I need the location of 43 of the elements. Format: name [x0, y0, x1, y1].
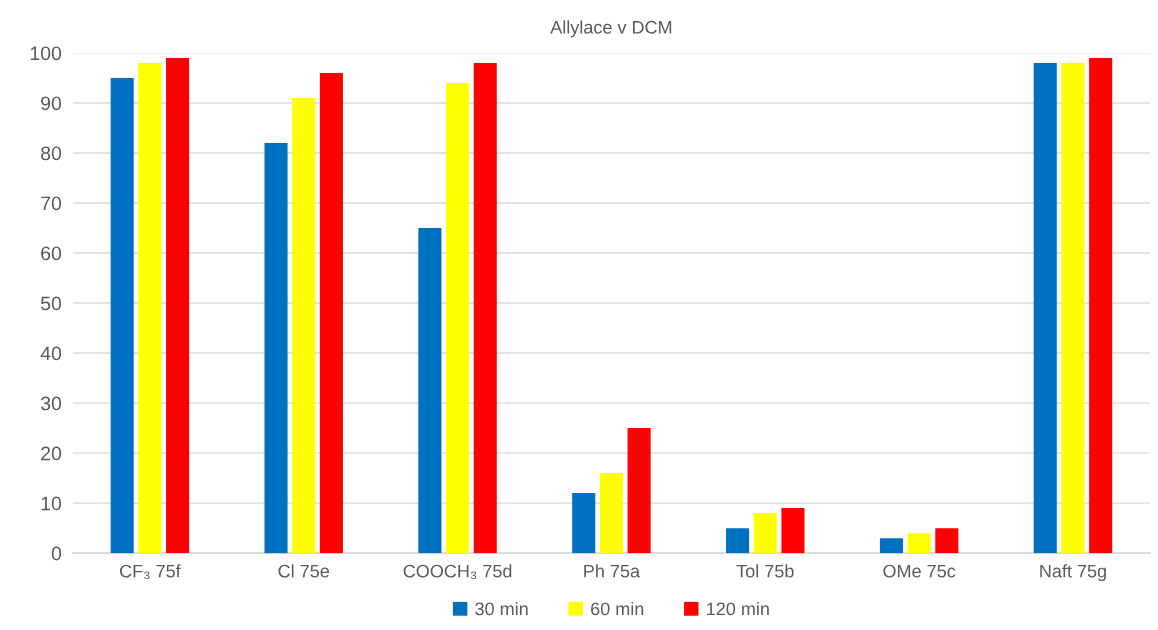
bar [473, 62, 497, 554]
bar [753, 513, 777, 554]
x-tick-label: Naft 75g [1040, 564, 1106, 582]
x-tick-label: CF₃ 75f [120, 564, 181, 579]
y-tick-label: 60 [41, 246, 62, 261]
bar [1089, 57, 1113, 554]
legend-label: 30 min [475, 602, 528, 616]
bar [1033, 62, 1057, 554]
bar [1061, 62, 1085, 554]
x-tick-label: COOCH₃ 75d [403, 564, 512, 579]
bar [935, 528, 959, 554]
bar [781, 508, 805, 554]
legend-label: 120 min [707, 602, 769, 616]
bar [418, 228, 442, 554]
legend-label: 60 min [591, 602, 644, 616]
chart-title: Allylace v DCM [550, 20, 672, 38]
y-tick-label: 0 [51, 546, 62, 561]
bar [599, 473, 623, 554]
y-tick-label: 10 [41, 496, 62, 511]
bar [726, 528, 750, 554]
y-tick-label: 90 [41, 96, 62, 111]
bar [110, 77, 134, 554]
bar [446, 82, 470, 554]
bar [292, 97, 316, 554]
y-tick-label: 30 [40, 396, 62, 411]
x-tick-label: Ph 75a [584, 564, 641, 578]
bar [879, 538, 903, 554]
x-tick-label: Tol 75b [736, 564, 794, 578]
bar [264, 142, 288, 554]
bar [138, 62, 162, 554]
bar [627, 428, 651, 554]
bar [907, 533, 931, 554]
x-tick-label: OMe 75c [883, 564, 956, 578]
bar [319, 72, 343, 554]
x-tick-label: Cl 75e [278, 564, 330, 578]
y-tick-label: 40 [40, 346, 62, 361]
bar [166, 57, 190, 554]
y-tick-label: 70 [41, 196, 62, 211]
bar [572, 493, 596, 554]
y-tick-label: 80 [41, 146, 62, 161]
y-tick-label: 50 [40, 296, 62, 311]
y-tick-label: 100 [30, 46, 62, 61]
y-tick-label: 20 [41, 446, 62, 461]
